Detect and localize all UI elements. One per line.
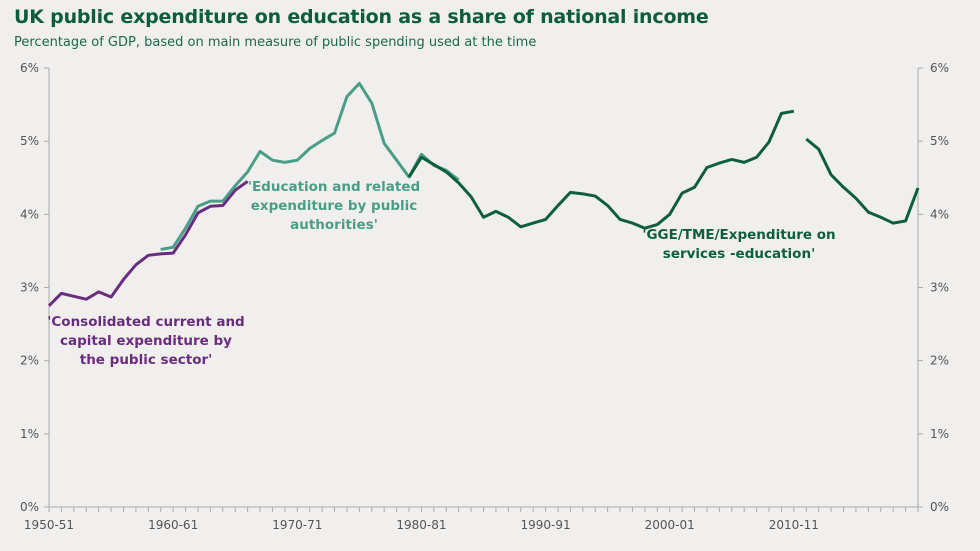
chart-title: UK public expenditure on education as a … bbox=[14, 6, 709, 28]
y-tick-label-left: 6% bbox=[20, 61, 39, 75]
series-line-2 bbox=[407, 109, 795, 230]
series-annotation: 'Education and related bbox=[248, 179, 420, 195]
y-tick-label-right: 0% bbox=[930, 500, 949, 514]
y-tick-label-left: 2% bbox=[20, 354, 39, 368]
series-line-2 bbox=[805, 137, 920, 225]
y-tick-label-left: 0% bbox=[20, 500, 39, 514]
y-tick-label-left: 4% bbox=[20, 207, 39, 221]
series-annotation: capital expenditure by bbox=[60, 333, 232, 349]
y-tick-label-left: 5% bbox=[20, 134, 39, 148]
x-tick-label: 1990-91 bbox=[521, 518, 571, 532]
y-tick-label-right: 5% bbox=[930, 134, 949, 148]
x-tick-label: 1980-81 bbox=[396, 518, 446, 532]
y-tick-label-right: 2% bbox=[930, 354, 949, 368]
y-tick-label-right: 6% bbox=[930, 61, 949, 75]
y-tick-label-right: 4% bbox=[930, 207, 949, 221]
series-line-0 bbox=[47, 180, 249, 307]
y-tick-label-right: 3% bbox=[930, 281, 949, 295]
series-annotation: expenditure by public bbox=[251, 198, 418, 214]
x-tick-label: 1970-71 bbox=[272, 518, 322, 532]
series-annotation: authorities' bbox=[290, 217, 378, 233]
y-tick-label-right: 1% bbox=[930, 427, 949, 441]
series-annotation: 'Consolidated current and bbox=[47, 314, 244, 330]
x-tick-label: 1950-51 bbox=[24, 518, 74, 532]
series-annotation: the public sector' bbox=[80, 352, 213, 368]
series-annotation: 'GGE/TME/Expenditure on bbox=[642, 227, 835, 243]
x-tick-label: 1960-61 bbox=[148, 518, 198, 532]
chart-subtitle: Percentage of GDP, based on main measure… bbox=[14, 35, 537, 50]
x-tick-label: 2010-11 bbox=[769, 518, 819, 532]
y-tick-label-left: 1% bbox=[20, 427, 39, 441]
x-tick-label: 2000-01 bbox=[645, 518, 695, 532]
y-tick-label-left: 3% bbox=[20, 281, 39, 295]
series-annotation: services -education' bbox=[663, 246, 815, 262]
